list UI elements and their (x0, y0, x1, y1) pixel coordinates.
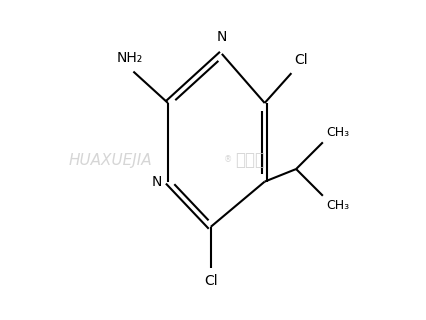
Text: CH₃: CH₃ (326, 199, 349, 212)
Text: Cl: Cl (294, 53, 308, 67)
Text: HUAXUEJIA: HUAXUEJIA (68, 153, 152, 167)
Text: N: N (151, 175, 162, 188)
Text: NH₂: NH₂ (117, 51, 144, 65)
Text: Cl: Cl (204, 274, 218, 288)
Text: ®: ® (224, 155, 232, 164)
Text: 化学加: 化学加 (235, 151, 265, 169)
Text: CH₃: CH₃ (326, 126, 349, 139)
Text: N: N (217, 30, 227, 44)
